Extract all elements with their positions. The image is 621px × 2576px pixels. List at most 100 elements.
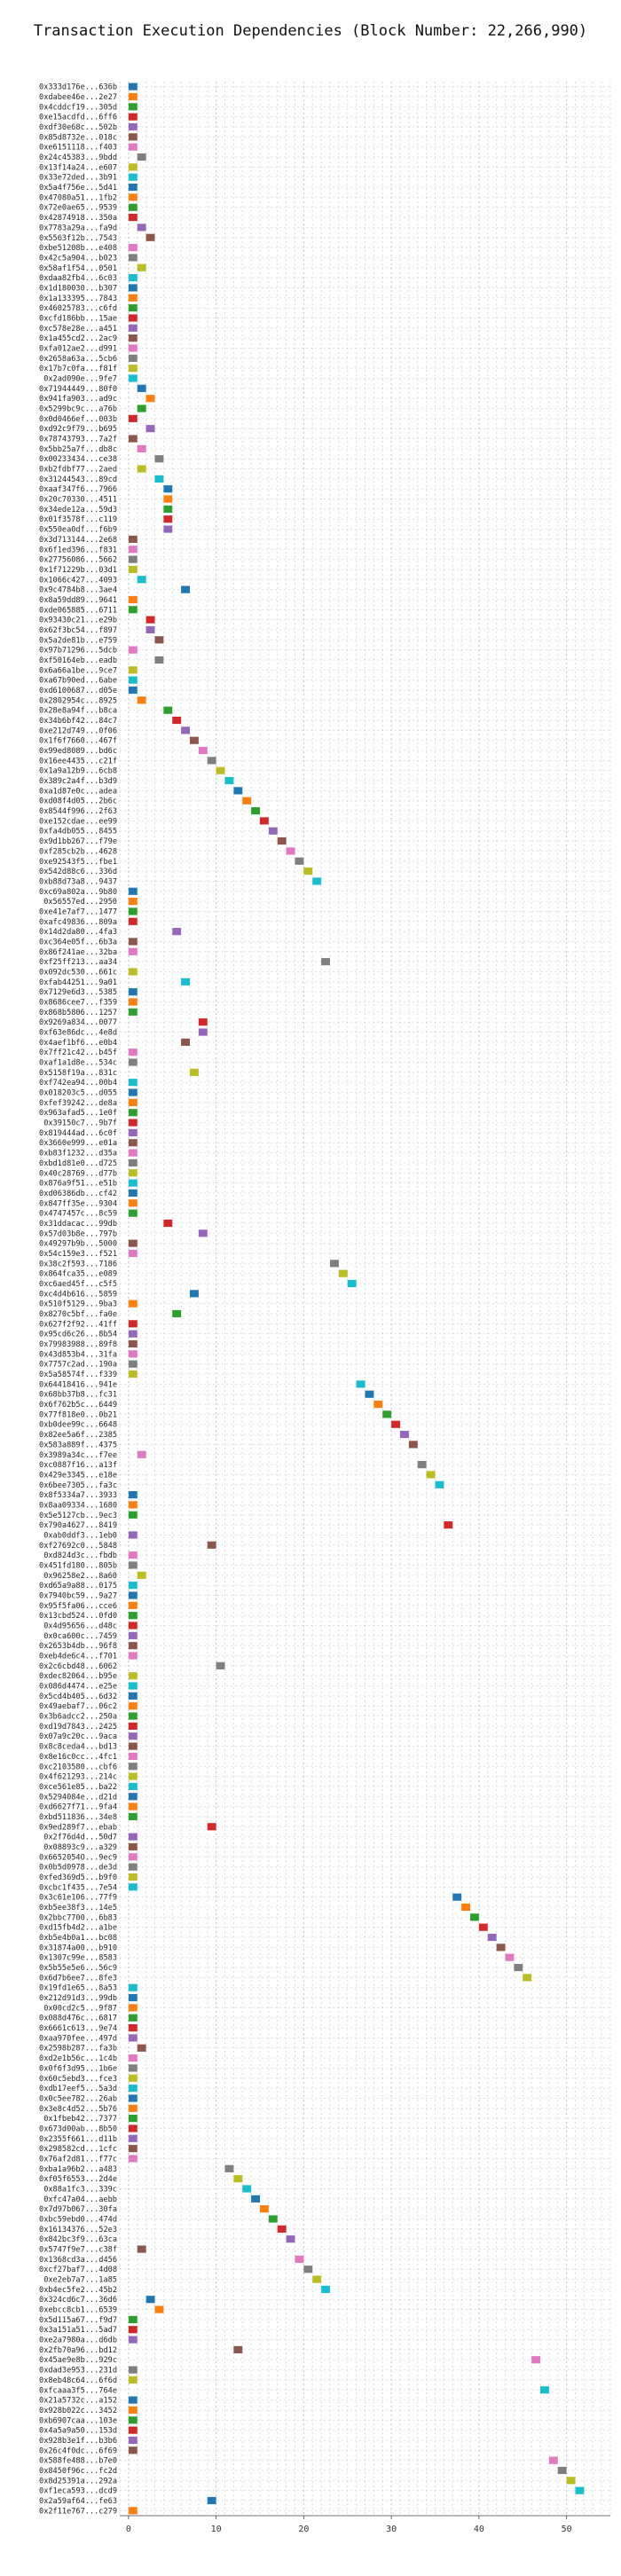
transaction-bar	[128, 1320, 138, 1328]
y-tick-label: 0x5158f19a...831c	[39, 1069, 117, 1078]
y-tick-label: 0xc2103580...cbf6	[39, 1763, 117, 1771]
y-tick-label: 0xb83f1232...d35a	[39, 1150, 117, 1158]
transaction-bar	[426, 1471, 436, 1479]
transaction-bar	[286, 847, 295, 855]
y-tick-label: 0xe2eb7a7...1a85	[43, 2276, 117, 2285]
y-tick-label: 0xdaa82fb4...6c03	[39, 274, 117, 283]
x-tick-label: 20	[298, 2525, 309, 2534]
y-tick-label: 0x1a9a12b9...6cb8	[39, 767, 117, 776]
transaction-bar	[128, 1631, 138, 1639]
y-tick-label: 0x76af2d81...f77c	[39, 2155, 117, 2164]
y-tick-label: 0xfcaaa3f5...764e	[39, 2386, 117, 2395]
y-tick-label: 0x99ed8089...bd6c	[39, 747, 117, 756]
transaction-bar	[128, 334, 138, 342]
transaction-bar	[531, 2356, 540, 2364]
transaction-bar	[233, 2175, 243, 2183]
transaction-bar	[137, 153, 146, 161]
y-tick-label: 0x56557ed...2950	[43, 898, 117, 907]
y-tick-label: 0xf285cb2b...4628	[39, 847, 117, 856]
transaction-bar	[128, 1582, 138, 1590]
y-tick-label: 0x60c5ebd3...fce3	[39, 2075, 117, 2084]
transaction-bar	[128, 183, 138, 192]
bars	[128, 82, 585, 2515]
y-tick-label: 0x16134376...52e3	[39, 2226, 117, 2234]
y-tick-label: 0x673d00ab...8b50	[39, 2124, 117, 2133]
y-tick-label: 0xafc49836...809a	[39, 918, 117, 927]
transaction-bar	[233, 787, 243, 795]
transaction-bar	[181, 585, 190, 593]
transaction-bar	[128, 314, 138, 322]
y-tick-label: 0xd6100687...d05e	[39, 687, 117, 695]
transaction-bar	[330, 1260, 339, 1268]
y-tick-label: 0x79983988...89f8	[39, 1340, 117, 1349]
y-tick-label: 0x819444ad...6c0f	[39, 1129, 117, 1138]
transaction-bar	[435, 1480, 444, 1488]
transaction-bar	[233, 2345, 243, 2353]
transaction-bar	[128, 1350, 138, 1358]
y-tick-label: 0x4d95656...d48c	[43, 1622, 117, 1631]
transaction-bar	[312, 2275, 322, 2283]
y-tick-label: 0x5299bc9c...a76b	[39, 405, 117, 414]
y-tick-label: 0x4aef1bf6...e0b4	[39, 1039, 117, 1048]
transaction-bar	[128, 1169, 138, 1177]
transaction-bar	[128, 344, 138, 352]
y-tick-label: 0x71944449...80f0	[39, 385, 117, 394]
y-tick-label: 0x298582cd...1cfc	[39, 2145, 117, 2154]
transaction-bar	[575, 2486, 585, 2494]
y-tick-label: 0xdf30e68c...502b	[39, 123, 117, 132]
y-tick-label: 0x3e8c4d52...5b76	[39, 2105, 117, 2114]
y-tick-label: 0x5a4f756e...5d41	[39, 184, 117, 192]
transaction-bar	[128, 2315, 138, 2323]
transaction-bar	[128, 113, 138, 121]
transaction-bar	[128, 1239, 138, 1247]
transaction-bar	[128, 988, 138, 996]
y-tick-label: 0x42874918...350a	[39, 214, 117, 223]
y-tick-label: 0x6d7b6ee7...8fe3	[39, 1974, 117, 1983]
y-tick-label: 0xbe51208b...e408	[39, 244, 117, 253]
y-tick-label: 0x40c28769...d77b	[39, 1169, 117, 1178]
y-tick-label: 0x9d1bb267...f79e	[39, 837, 117, 846]
transaction-bar	[128, 82, 138, 90]
y-tick-label: 0x45ae9e8b...929c	[39, 2356, 117, 2365]
transaction-bar	[128, 2115, 138, 2123]
transaction-bar	[128, 1802, 138, 1810]
transaction-bar	[137, 224, 146, 232]
transaction-bar	[224, 776, 234, 785]
y-tick-label: 0x2f76d4d...50d7	[43, 1834, 117, 1842]
transaction-bar	[128, 2023, 138, 2032]
transaction-bar	[128, 1491, 138, 1499]
y-tick-label: 0x5747f9e7...c38f	[39, 2246, 117, 2255]
y-tick-label: 0xc6aed45f...c5f5	[39, 1280, 117, 1289]
transaction-bar	[172, 928, 182, 936]
transaction-bar	[128, 2124, 138, 2132]
y-tick-label: 0xce561e85...ba22	[39, 1783, 117, 1792]
transaction-bar	[128, 1088, 138, 1096]
transaction-bar	[128, 1993, 138, 2002]
transaction-bar	[163, 706, 173, 714]
y-tick-label: 0x1f71229b...03d1	[39, 566, 117, 575]
y-tick-label: 0x8aa09334...1680	[39, 1501, 117, 1510]
transaction-bar	[312, 877, 322, 885]
y-tick-label: 0xfa012ae2...d991	[39, 344, 117, 353]
y-tick-label: 0x0ca600c...7459	[43, 1632, 117, 1641]
transaction-bar	[128, 1763, 138, 1771]
y-tick-label: 0xcbc1f435...7e54	[39, 1883, 117, 1892]
y-tick-label: 0x82ee5a6f...2385	[39, 1431, 117, 1440]
transaction-bar	[242, 2185, 252, 2193]
y-tick-label: 0x5a2de81b...e759	[39, 636, 117, 645]
transaction-bar	[163, 505, 173, 513]
transaction-bar	[452, 1893, 462, 1901]
transaction-bar	[128, 213, 138, 222]
transaction-bar	[128, 1712, 138, 1720]
x-tick-label: 50	[562, 2525, 572, 2534]
y-tick-label: 0x5e5127cb...9ec3	[39, 1512, 117, 1520]
transaction-bar	[128, 1873, 138, 1881]
y-tick-label: 0x510f5129...9ba3	[39, 1300, 117, 1309]
transaction-bar	[128, 1883, 138, 1891]
transaction-bar	[207, 1541, 216, 1549]
transaction-bar	[128, 1098, 138, 1106]
y-tick-label: 0xb5ee38f3...14e5	[39, 1904, 117, 1912]
transaction-bar	[128, 2064, 138, 2072]
y-tick-label: 0x1a133395...7843	[39, 295, 117, 303]
y-tick-label: 0x4cddcf19...305d	[39, 103, 117, 112]
